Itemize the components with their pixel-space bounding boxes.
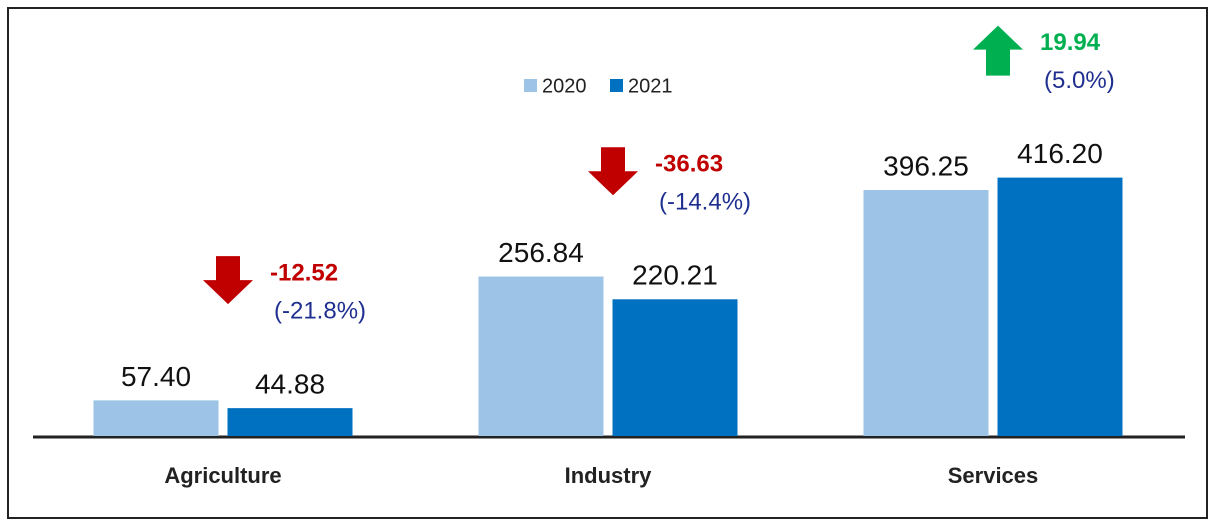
legend-swatch: [524, 79, 537, 92]
bar: [478, 276, 604, 436]
value-label: 57.40: [121, 361, 191, 392]
change-percent: (-21.8%): [274, 297, 366, 324]
change-arrow: [203, 256, 253, 305]
bar: [997, 177, 1123, 436]
change-value: 19.94: [1040, 29, 1101, 56]
change-value: -12.52: [270, 259, 338, 286]
legend-label: 2020: [542, 75, 587, 97]
change-value: -36.63: [655, 151, 723, 178]
value-label: 44.88: [255, 369, 325, 400]
bar: [93, 400, 219, 436]
x-tick-label: Services: [948, 463, 1039, 488]
value-label: 256.84: [498, 237, 584, 268]
change-arrow: [973, 25, 1023, 76]
legend-label: 2021: [628, 75, 673, 97]
legend-swatch: [610, 79, 623, 92]
bar: [612, 299, 738, 436]
change-percent: (-14.4%): [659, 189, 751, 216]
x-tick-label: Agriculture: [164, 463, 281, 488]
value-label: 220.21: [632, 260, 718, 291]
value-label: 416.20: [1017, 138, 1103, 169]
change-percent: (5.0%): [1044, 67, 1115, 94]
change-arrow: [588, 147, 638, 196]
value-label: 396.25: [883, 150, 969, 181]
x-tick-label: Industry: [565, 463, 653, 488]
bar: [227, 408, 353, 436]
bar: [863, 189, 989, 436]
